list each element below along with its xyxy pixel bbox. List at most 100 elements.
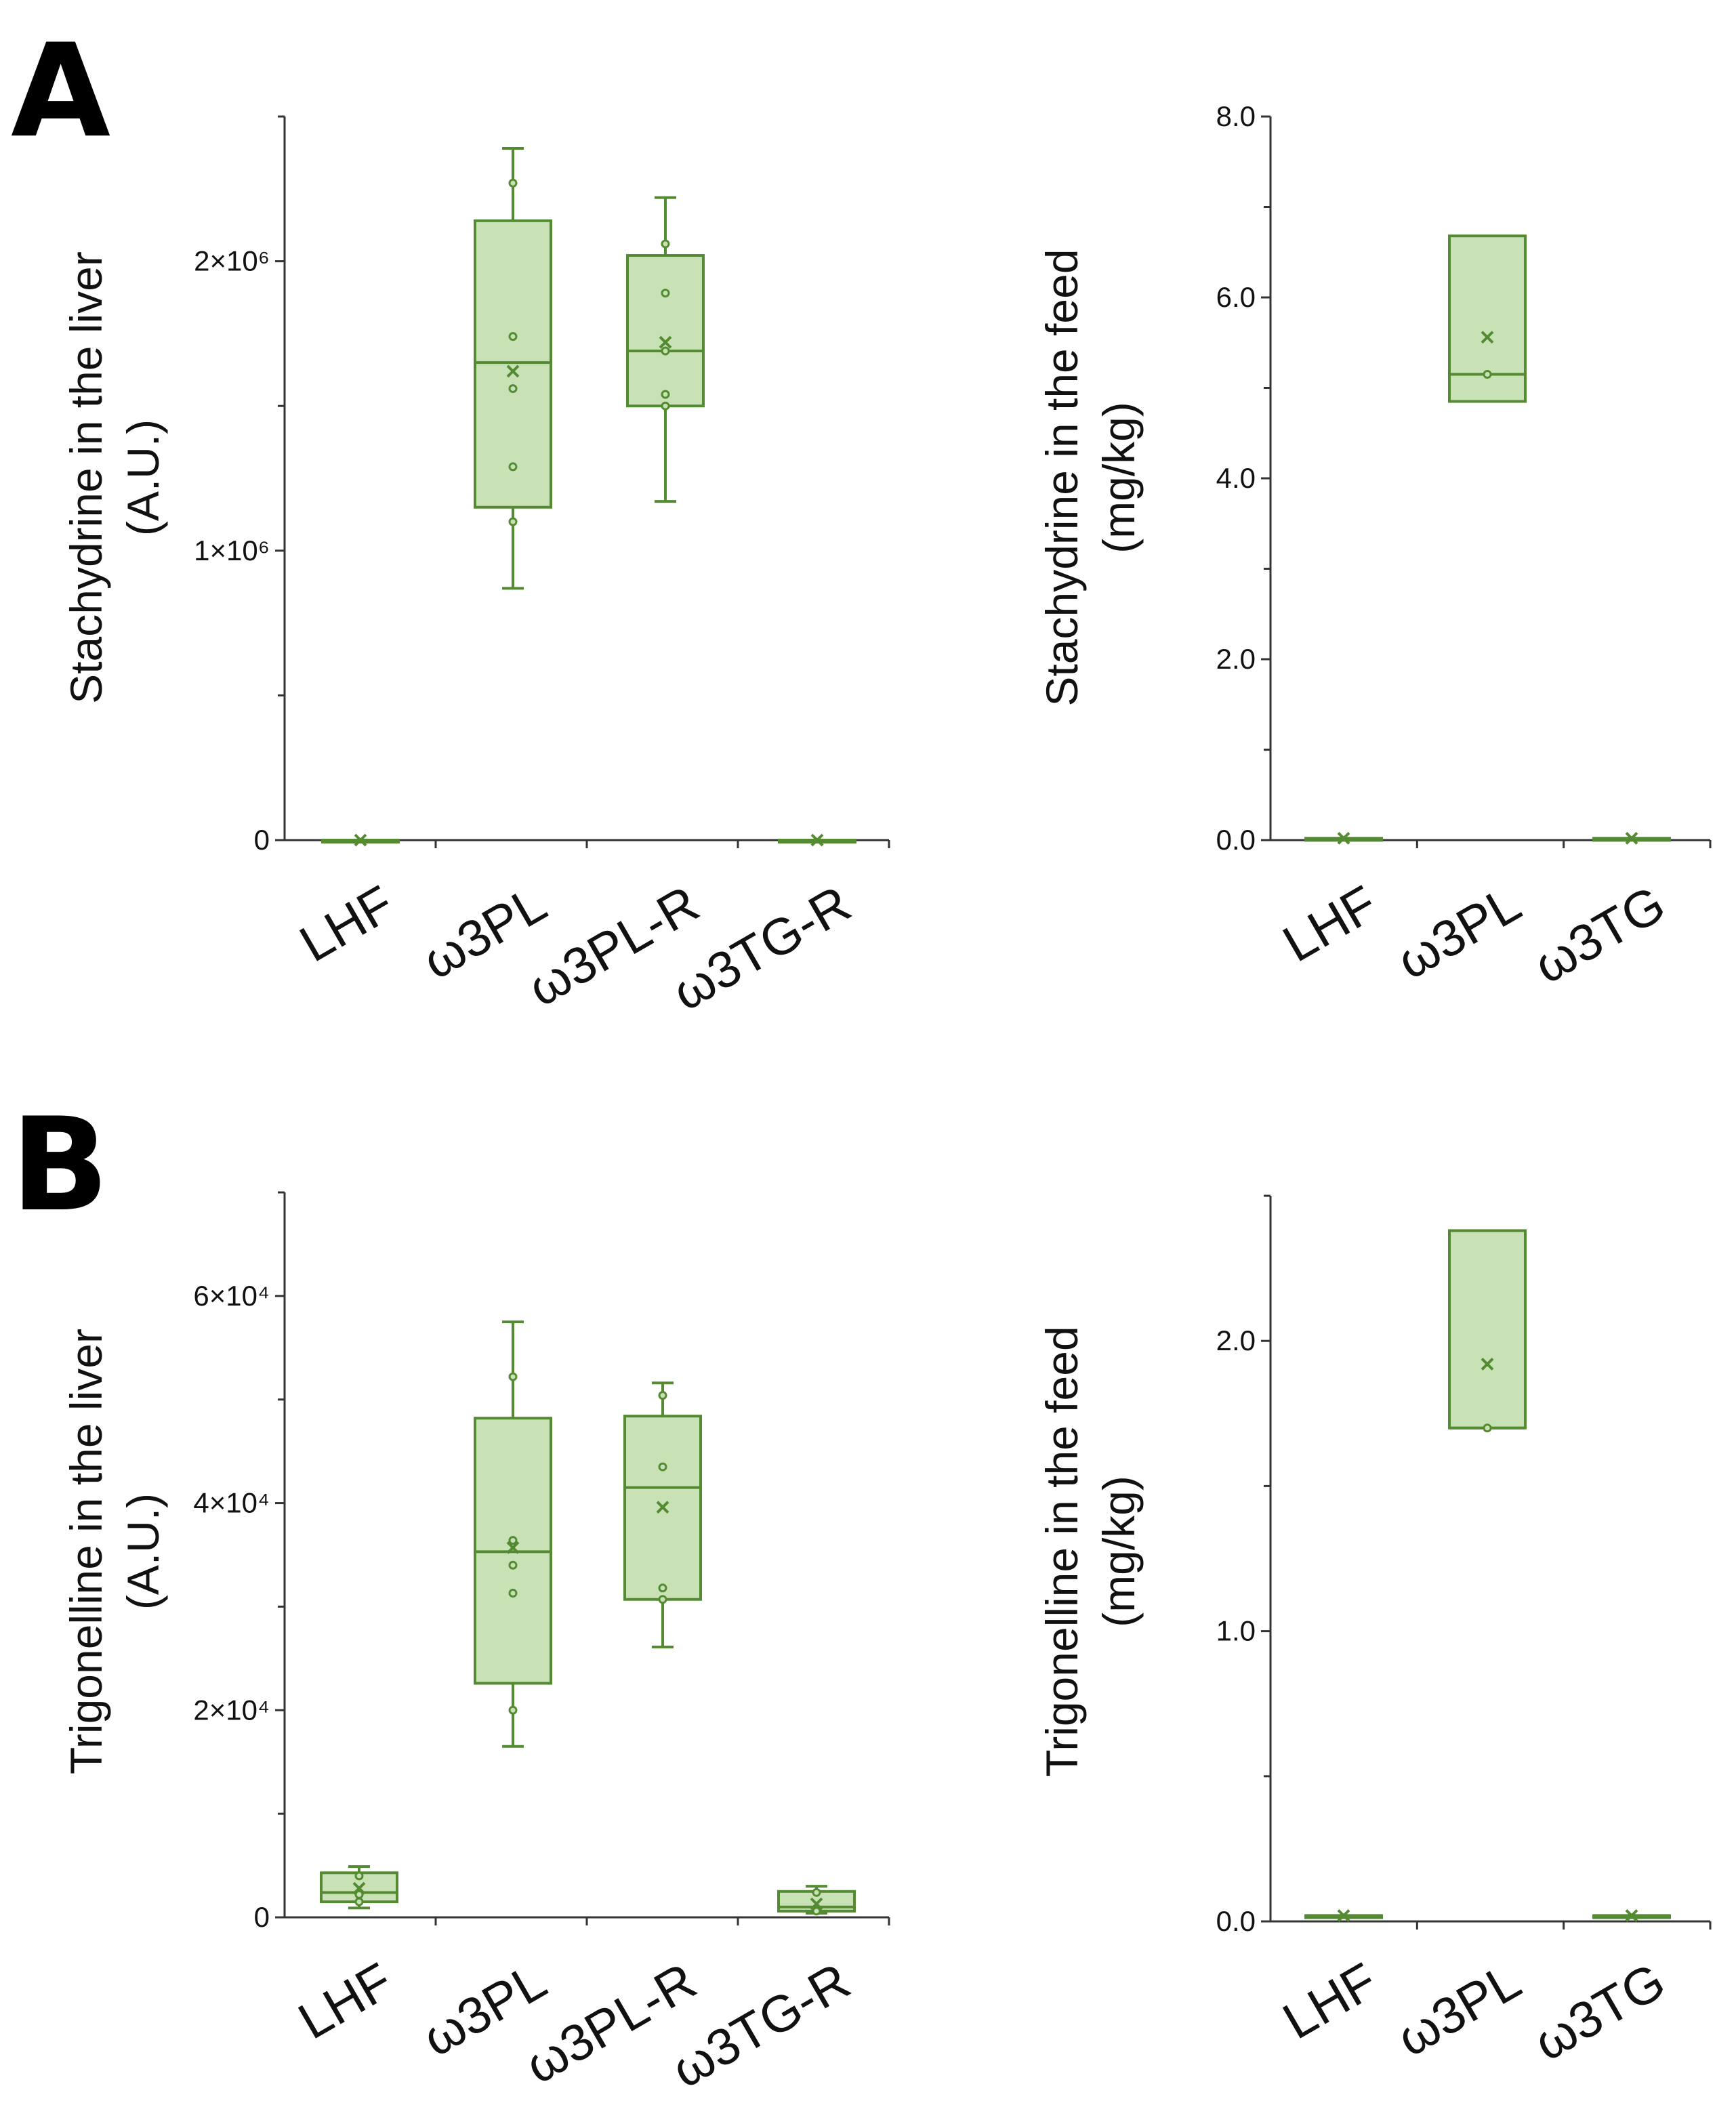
box-ω3TG-R <box>778 833 856 847</box>
mean-marker <box>656 1501 669 1514</box>
box-ω3PL <box>1448 1229 1527 1433</box>
mean-marker <box>506 364 520 378</box>
mean-marker <box>810 833 824 847</box>
mean-marker <box>1481 1358 1494 1371</box>
box-ω3PL-R <box>626 196 705 503</box>
data-point <box>354 1897 364 1906</box>
data-point <box>661 401 670 411</box>
data-point <box>508 1589 518 1598</box>
data-point <box>508 1372 518 1381</box>
box-ω3TG-R <box>777 1885 856 1916</box>
y-tick-label: 6×10⁴ <box>193 1280 270 1312</box>
mean-marker <box>1481 331 1494 344</box>
box-LHF <box>320 1865 398 1910</box>
x-category-label: ω3TG-R <box>662 1952 859 2099</box>
y-tick-label: 0.0 <box>1216 824 1256 856</box>
data-point <box>661 239 670 249</box>
box-ω3PL-R <box>623 1381 702 1649</box>
mean-marker <box>1337 1909 1350 1922</box>
x-category-label: LHF <box>291 875 404 973</box>
box-iqr <box>474 219 552 509</box>
y-axis-title-unit: (A.U.) <box>118 419 168 536</box>
data-point <box>508 462 518 472</box>
y-tick-label: 8.0 <box>1216 100 1256 132</box>
box-LHF <box>1304 1909 1383 1922</box>
data-point <box>508 1536 518 1545</box>
chart-B-liver: 0 2×10⁴ 4×10⁴ 6×10⁴ Trigonelline in the live… <box>61 1191 890 2099</box>
y-tick-label: 1×10⁶ <box>194 535 270 566</box>
chart-A-feed: 0.0 2.0 4.0 6.0 8.0 Stachydrine in the feed (m… <box>1037 100 1712 995</box>
data-point <box>508 178 518 188</box>
y-tick-label: 2.0 <box>1216 1325 1256 1356</box>
data-point <box>812 1906 821 1916</box>
box-ω3TG <box>1592 831 1671 845</box>
y-axis-title: Stachydrine in the feed (mg/kg) <box>1037 249 1144 706</box>
box-ω3PL <box>474 1320 552 1748</box>
data-point <box>508 332 518 341</box>
box-iqr <box>626 254 705 408</box>
x-category-label: ω3PL <box>1387 875 1530 991</box>
y-tick-label: 0 <box>254 1901 270 1933</box>
y-axis-title-unit: (A.U.) <box>118 1493 168 1610</box>
y-tick-label: 0.0 <box>1216 1905 1256 1937</box>
data-point <box>508 517 518 526</box>
y-tick-label: 2×10⁶ <box>194 245 270 277</box>
box-LHF <box>321 833 400 847</box>
data-point <box>508 384 518 394</box>
y-axis-title: Trigonelline in the feed (mg/kg) <box>1037 1326 1144 1776</box>
mean-marker <box>506 1541 520 1554</box>
y-axis-title-unit: (mg/kg) <box>1094 1476 1144 1627</box>
data-point <box>661 346 670 356</box>
box-LHF <box>1304 831 1383 845</box>
y-axis-title-unit: (mg/kg) <box>1094 402 1144 554</box>
data-point <box>658 1391 667 1400</box>
y-axis-title-line: Stachydrine in the liver <box>61 251 111 704</box>
data-point <box>354 1871 364 1881</box>
data-point <box>658 1595 667 1604</box>
box-iqr <box>1448 1229 1527 1430</box>
y-tick-label: 1.0 <box>1216 1615 1256 1647</box>
data-point <box>661 390 670 399</box>
y-axis-title-line: Trigonelline in the feed <box>1037 1326 1087 1776</box>
x-category-label: LHF <box>1274 875 1387 973</box>
data-point <box>661 289 670 298</box>
data-point <box>508 1560 518 1570</box>
y-tick-label: 4×10⁴ <box>193 1487 270 1519</box>
data-point <box>658 1583 667 1593</box>
mean-marker <box>810 1897 823 1911</box>
y-tick-label: 4.0 <box>1216 462 1256 494</box>
y-tick-label: 2×10⁴ <box>193 1694 270 1726</box>
y-tick-label: 0 <box>254 824 270 856</box>
mean-marker <box>352 1881 366 1895</box>
chart-B-feed: 0.0 1.0 2.0 Trigonelline in the feed (mg/kg)… <box>1037 1194 1712 2072</box>
x-category-label: LHF <box>1274 1952 1387 2050</box>
mean-marker <box>1625 1909 1638 1922</box>
y-axis-title: Stachydrine in the liver (A.U.) <box>61 251 168 704</box>
panel-letter-a: A <box>11 16 111 166</box>
x-category-label: ω3TG-R <box>663 875 860 1022</box>
x-category-label: ω3PL <box>1387 1952 1530 2068</box>
y-axis-title-line: Trigonelline in the liver <box>61 1329 111 1774</box>
box-ω3PL <box>474 146 552 590</box>
mean-marker <box>659 335 672 349</box>
mean-marker <box>354 833 367 847</box>
data-point <box>658 1462 667 1472</box>
x-category-label: ω3TG <box>1525 1952 1675 2072</box>
mean-marker <box>1625 831 1638 845</box>
y-tick-label: 2.0 <box>1216 643 1256 675</box>
x-category-label: ω3TG <box>1525 875 1675 995</box>
y-tick-label: 6.0 <box>1216 281 1256 313</box>
mean-marker <box>1337 831 1350 845</box>
y-axis-title: Trigonelline in the liver (A.U.) <box>61 1329 168 1774</box>
data-point <box>1483 369 1492 379</box>
box-ω3TG <box>1592 1909 1671 1922</box>
chart-A-liver: 0 1×10⁶ 2×10⁶ Stachydrine in the liver (A.U.… <box>61 115 890 1022</box>
x-category-label: LHF <box>289 1952 402 2050</box>
panel-letter-b: B <box>11 1090 109 1240</box>
data-point <box>508 1705 518 1715</box>
data-point <box>1483 1423 1492 1433</box>
data-point <box>812 1888 821 1897</box>
y-axis-title-line: Stachydrine in the feed <box>1037 249 1087 706</box>
